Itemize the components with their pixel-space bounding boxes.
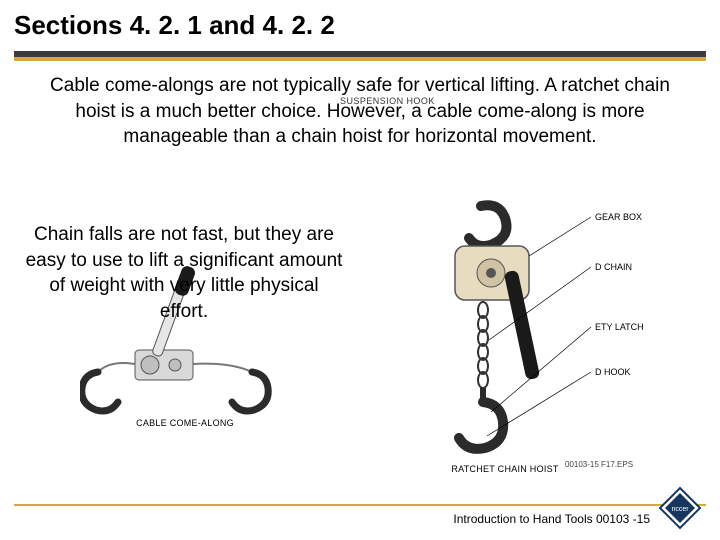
label-d-chain: D CHAIN bbox=[595, 262, 632, 272]
logo-text: nccer bbox=[671, 506, 689, 513]
label-d-hook: D HOOK bbox=[595, 367, 631, 377]
nccer-logo: nccer bbox=[658, 486, 702, 530]
watermark-label: SUSPENSION HOOK bbox=[340, 96, 435, 106]
label-safety-latch: ETY LATCH bbox=[595, 322, 644, 332]
figure-left-caption: CABLE COME-ALONG bbox=[136, 418, 234, 428]
figure-ratchet-chain-hoist: GEAR BOX D CHAIN ETY LATCH D HOOK RATCHE… bbox=[395, 200, 695, 480]
footer-rule bbox=[14, 504, 706, 506]
figure-right-caption: RATCHET CHAIN HOIST bbox=[451, 464, 559, 474]
paragraph-1: Cable come-alongs are not typically safe… bbox=[36, 73, 684, 150]
paragraph-2: Chain falls are not fast, but they are e… bbox=[24, 222, 344, 325]
header-rule-gold bbox=[14, 57, 706, 61]
slide-header: Sections 4. 2. 1 and 4. 2. 2 bbox=[0, 0, 720, 47]
label-gear-box: GEAR BOX bbox=[595, 212, 642, 222]
slide-title: Sections 4. 2. 1 and 4. 2. 2 bbox=[14, 10, 706, 41]
eps-filename: 00103-15 F17.EPS bbox=[565, 460, 633, 469]
footer-text: Introduction to Hand Tools 00103 -15 bbox=[453, 512, 650, 526]
